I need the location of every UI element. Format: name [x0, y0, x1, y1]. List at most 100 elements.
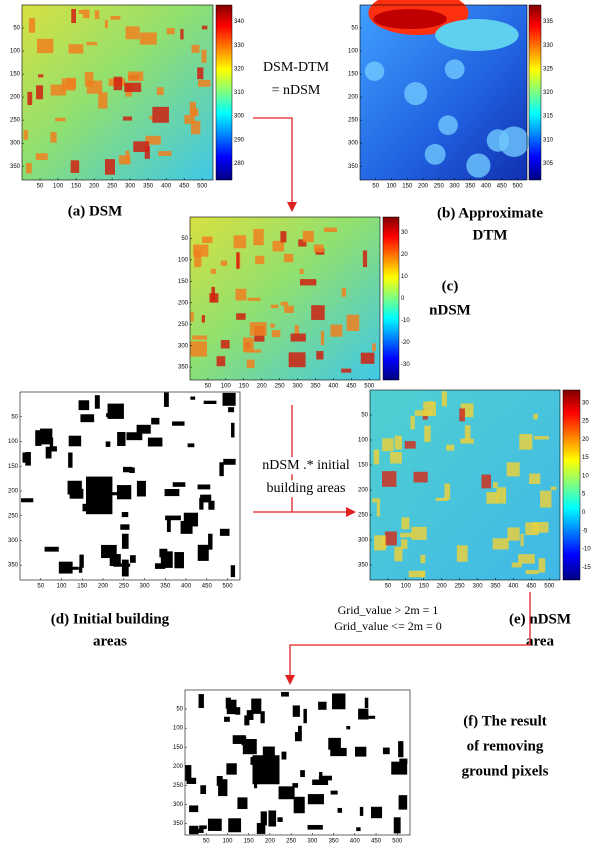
colorbar-label: 20	[582, 437, 589, 443]
texture	[363, 251, 367, 268]
texture	[438, 115, 458, 135]
texture	[420, 571, 425, 577]
colorbar-label: -20	[401, 340, 410, 346]
texture	[227, 700, 237, 714]
texture	[187, 778, 197, 784]
texture	[35, 430, 41, 446]
y-tick-label: 250	[358, 513, 369, 519]
texture	[330, 748, 346, 756]
texture	[36, 153, 48, 160]
x-tick-label: 300	[125, 184, 136, 190]
x-tick-label: 150	[71, 184, 82, 190]
texture	[85, 72, 94, 87]
texture	[235, 707, 240, 715]
figure: 5010015020025030035040045050050100150200…	[0, 0, 595, 846]
x-tick-label: 100	[401, 584, 412, 590]
texture	[228, 407, 234, 412]
texture	[228, 818, 241, 832]
texture	[130, 555, 136, 563]
texture	[425, 144, 446, 165]
y-tick-label: 150	[173, 745, 184, 751]
colorbar-label: 325	[543, 66, 554, 72]
colorbar-label: -15	[582, 565, 591, 571]
y-tick-label: 250	[8, 513, 19, 519]
texture	[444, 484, 450, 500]
texture	[436, 498, 448, 501]
y-tick-label: 350	[173, 821, 184, 827]
y-tick-label: 350	[10, 164, 21, 170]
x-tick-label: 250	[286, 839, 297, 845]
texture	[152, 107, 169, 123]
texture	[277, 817, 282, 822]
x-tick-label: 100	[53, 184, 64, 190]
texture	[423, 402, 436, 416]
colorbar-label: -10	[582, 547, 591, 553]
texture	[358, 709, 368, 720]
texture	[518, 554, 535, 563]
texture	[526, 570, 539, 574]
texture	[360, 807, 363, 816]
y-tick-label: 50	[13, 26, 20, 32]
x-tick-label: 50	[37, 584, 44, 590]
texture	[551, 487, 557, 491]
texture	[435, 19, 519, 51]
arrow	[253, 118, 292, 210]
caption: (e) nDSM	[509, 611, 571, 627]
texture	[224, 717, 230, 722]
texture	[80, 414, 94, 422]
colorbar-label: 5	[582, 492, 586, 498]
colorbar-label: 0	[582, 510, 586, 516]
texture	[372, 343, 376, 351]
texture	[355, 747, 366, 757]
x-tick-label: 500	[197, 184, 208, 190]
caption: (a) DSM	[68, 203, 123, 219]
colorbar-label: 315	[543, 114, 554, 120]
texture	[123, 117, 132, 121]
y-tick-label: 100	[173, 726, 184, 732]
x-tick-label: 300	[450, 184, 461, 190]
colorbar-label: 10	[582, 473, 589, 479]
panel: 5010015020025030035040045050050100150200…	[173, 690, 549, 845]
texture	[289, 352, 306, 367]
texture	[284, 254, 293, 262]
x-tick-label: 300	[140, 584, 151, 590]
y-tick-label: 300	[8, 538, 19, 544]
texture	[217, 356, 226, 366]
y-tick-label: 200	[8, 489, 19, 495]
x-tick-label: 50	[372, 184, 379, 190]
texture	[190, 397, 195, 400]
texture	[110, 16, 120, 20]
x-tick-label: 100	[387, 184, 398, 190]
texture	[374, 535, 386, 550]
texture	[128, 71, 143, 81]
texture	[180, 29, 183, 40]
texture	[532, 522, 548, 533]
texture	[308, 794, 324, 804]
texture	[281, 302, 289, 306]
texture	[86, 477, 112, 515]
texture	[507, 462, 520, 476]
texture	[208, 501, 214, 510]
texture	[120, 524, 129, 529]
texture	[71, 9, 76, 23]
texture	[204, 401, 217, 404]
texture	[114, 77, 122, 91]
colorbar-label: 310	[543, 137, 554, 143]
op-label: = nDSM	[272, 83, 321, 98]
x-tick-label: 100	[222, 839, 233, 845]
texture	[202, 315, 205, 322]
y-tick-label: 300	[348, 141, 359, 147]
colorbar-label: 300	[234, 114, 245, 120]
x-tick-label: 350	[329, 839, 340, 845]
x-tick-label: 450	[179, 184, 190, 190]
texture	[291, 334, 306, 342]
texture	[539, 558, 546, 572]
texture	[300, 279, 316, 285]
colorbar-label: 335	[543, 19, 554, 25]
texture	[202, 237, 212, 243]
texture	[272, 330, 281, 337]
x-tick-label: 400	[481, 184, 492, 190]
texture	[271, 305, 278, 308]
texture	[247, 710, 254, 720]
colorbar-label: 320	[543, 90, 554, 96]
